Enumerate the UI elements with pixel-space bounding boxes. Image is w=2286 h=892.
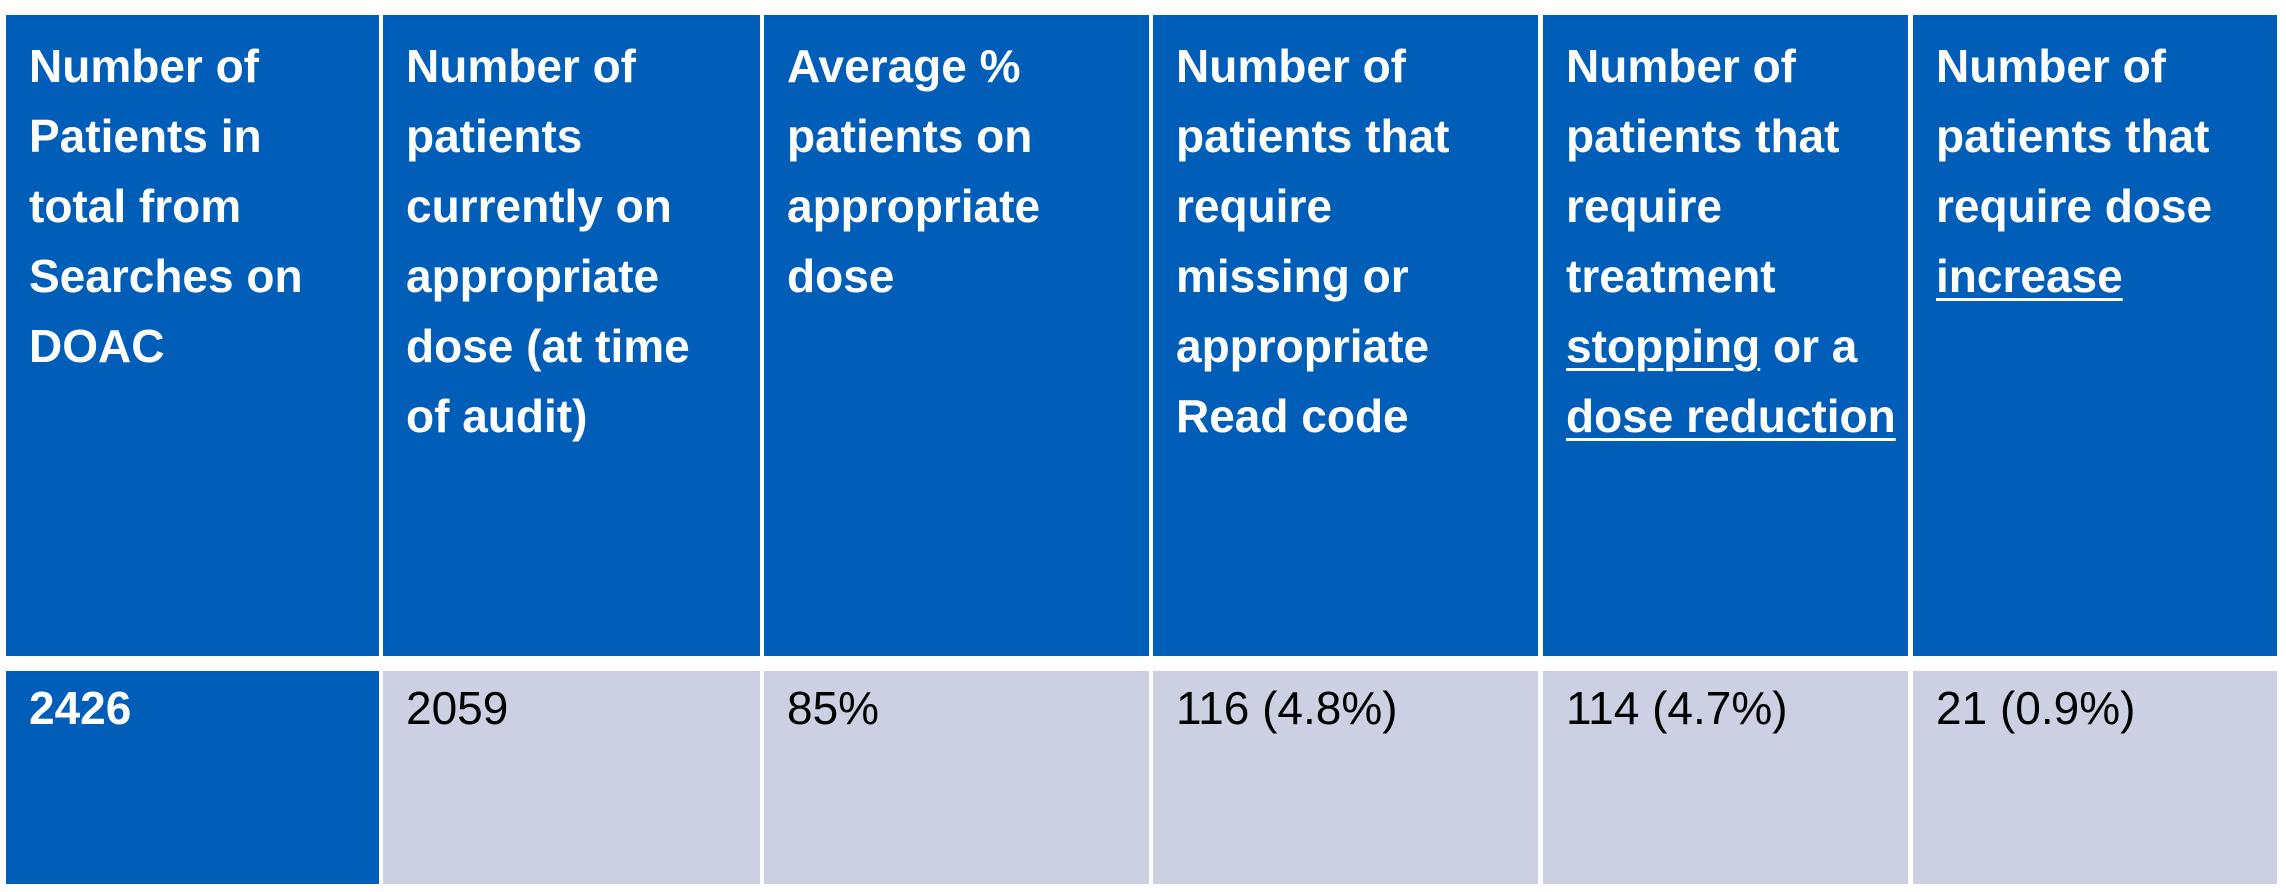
header-text: Number of patients that require missing … (1176, 40, 1450, 442)
header-text: Number of patients that require dose (1936, 40, 2213, 232)
data-cell: 2426 (6, 671, 379, 884)
header-text: Number of patients currently on appropri… (406, 40, 690, 442)
header-text-underlined: increase (1936, 250, 2123, 302)
header-text: Number of patients that require treatmen… (1566, 40, 1840, 302)
data-cell: 116 (4.8%) (1153, 671, 1538, 884)
header-text-underlined: stopping (1566, 320, 1761, 372)
header-text: Number of Patients in total from Searche… (29, 40, 303, 372)
header-cell: Number of patients that require dose inc… (1913, 15, 2277, 656)
data-cell: 2059 (383, 671, 760, 884)
data-cell: 21 (0.9%) (1913, 671, 2277, 884)
header-cell: Number of patients that require missing … (1153, 15, 1538, 656)
header-text: or a (1760, 320, 1858, 372)
header-cell: Number of patients currently on appropri… (383, 15, 760, 656)
data-cell: 85% (764, 671, 1149, 884)
header-cell: Number of patients that require treatmen… (1543, 15, 1908, 656)
header-cell: Number of Patients in total from Searche… (6, 15, 379, 656)
header-cell: Average % patients on appropriate dose (764, 15, 1149, 656)
header-text-underlined: dose reduction (1566, 390, 1896, 442)
data-cell: 114 (4.7%) (1543, 671, 1908, 884)
header-text: Average % patients on appropriate dose (787, 40, 1041, 302)
